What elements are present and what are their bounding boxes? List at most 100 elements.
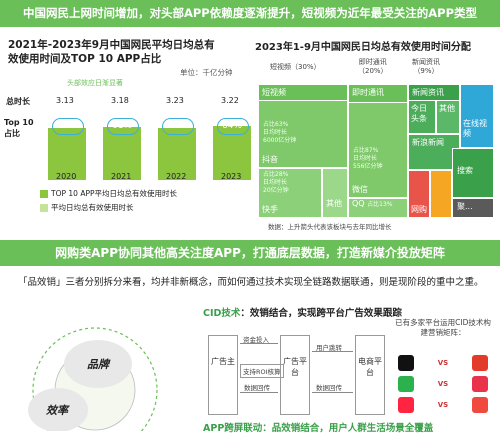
treemap-news-other-label: 其他: [439, 104, 455, 113]
treemap-short-video-label: 短视频: [262, 88, 286, 97]
logo-row-2: VS: [398, 376, 488, 392]
treemap-search-label: 搜索: [457, 166, 473, 175]
treemap-news-other: 其他: [436, 100, 460, 134]
pct-oval-2021: [107, 118, 139, 135]
treemap-search: 搜索: [452, 148, 494, 198]
arrow-fund: [240, 343, 278, 344]
treemap-source: 数据：上升箭头代表该板块与去年同比增长: [268, 223, 392, 231]
treemap-netgame: 网购: [408, 170, 430, 218]
bar-2021: [103, 127, 141, 180]
pct-oval-2022: [162, 118, 194, 135]
vs-label-3: VS: [437, 401, 449, 409]
vs-label-2: VS: [437, 380, 449, 388]
bar-2022: [158, 128, 196, 180]
cid-title-label: CID技术: [203, 308, 241, 319]
platform-logos: VS VS VS: [398, 355, 488, 413]
treemap-toutiao: 今日头条: [408, 100, 436, 134]
treemap-wechat-sub: 占比87% 日均时长 556亿分钟: [353, 147, 383, 170]
flow-return2: 数据回传: [316, 384, 342, 392]
bar-2023: [213, 126, 251, 180]
treemap-qq-sub: 占比13%: [367, 201, 393, 208]
logo-row-1: VS: [398, 355, 488, 371]
treemap-douyin-label: 抖音: [262, 155, 278, 164]
year-label-2023: 2023: [221, 172, 242, 181]
callout-short-video: 短视频（30%）: [270, 63, 321, 71]
treemap-more: 聚...: [452, 198, 494, 218]
right-chart-title: 2023年1-9月中国网民日均总有效使用时间分配: [255, 42, 471, 53]
left-chart-unit: 单位：千亿分钟: [180, 68, 233, 77]
brand-blob: [64, 340, 132, 388]
intro-paragraph: 「品效销」三者分别拆分来看，均并非新概念，而如何通过技术实现全链路数据联通，则是…: [18, 277, 484, 288]
box-ecommerce-label: 电商平台: [358, 357, 382, 377]
treemap-kuaishou-label: 快手: [262, 205, 278, 214]
legend-avg-label: 平均日均总有效使用时长: [51, 203, 134, 212]
douyin-logo-icon: [398, 355, 414, 371]
pct-oval-2020: [52, 118, 84, 135]
box-ecommerce: 电商平台: [355, 335, 385, 415]
vs-label-1: VS: [437, 359, 449, 367]
box-advertiser: 广告主: [208, 335, 238, 415]
treemap-online-video-label: 在线视频: [463, 119, 487, 138]
callout-news: 新闻资讯 （9%）: [412, 58, 440, 75]
treemap-wechat: 占比87% 日均时长 556亿分钟 微信: [348, 102, 408, 198]
treemap-kuaishou-sub: 占比28% 日均时长 20亿分钟: [263, 171, 289, 194]
bottom-section-title: APP跨屏联动：品效销结合，用户人群生活场景全覆盖: [203, 423, 434, 434]
flow-fund: 资金投入: [243, 336, 269, 344]
xiaohongshu-logo-icon: [398, 397, 414, 413]
treemap-sina-label: 新浪新闻: [412, 138, 444, 147]
circle-brand-label: 品牌: [87, 358, 109, 371]
left-chart-subtitle: 头部效应日渐显著: [67, 79, 123, 87]
treemap-more-label: 聚...: [457, 202, 473, 211]
treemap-douyin: 占比63% 日均时长 6000亿分钟 抖音: [258, 100, 348, 168]
arrow-return2: [312, 392, 353, 393]
total-label: 3.13: [56, 96, 74, 105]
treemap-sv-other: 其他: [322, 168, 348, 218]
treemap: 短视频 占比63% 日均时长 6000亿分钟 抖音 占比28% 日均时长 20亿…: [258, 84, 494, 218]
pct-oval-2023: [217, 118, 249, 135]
treemap-wechat-label: 微信: [352, 185, 368, 194]
treemap-im-label: 即时通讯: [352, 88, 384, 97]
effect-blob: [28, 388, 88, 431]
box-platform-label: 广告平台: [283, 357, 307, 377]
arrow-return: [240, 392, 278, 393]
row-label-top10: Top 10 占比: [4, 118, 34, 138]
treemap-toutiao-label: 今日头条: [411, 104, 427, 123]
treemap-news-label: 新闻资讯: [412, 88, 444, 97]
callout-im: 即时通讯 （20%）: [358, 58, 388, 75]
legend-swatch-top10: [40, 190, 48, 198]
treemap-sv-other-label: 其他: [326, 199, 342, 208]
left-chart-title: 2021年-2023年9月中国网民平均日均总有 效使用时间及TOP 10 APP…: [8, 38, 238, 66]
circle-effect-label: 效率: [46, 404, 68, 417]
pct-label-2023: 64%: [221, 121, 242, 131]
treemap-orange: [430, 170, 452, 218]
flow-return: 数据回传: [244, 384, 270, 392]
pct-label-2021: 61%: [111, 121, 132, 131]
year-label-2022: 2022: [166, 172, 187, 181]
treemap-qq: QQ 占比13%: [348, 198, 408, 218]
cid-title-rest: ：效销结合，实现跨平台广告效果跟踪: [240, 308, 402, 319]
treemap-qq-label: QQ: [352, 199, 365, 208]
treemap-douyin-sub: 占比63% 日均时长 6000亿分钟: [263, 121, 297, 144]
wechat-logo-icon: [398, 376, 414, 392]
legend-top10-label: TOP 10 APP平均日均总有效使用时长: [51, 189, 177, 198]
cid-title: CID技术：效销结合，实现跨平台广告效果跟踪: [203, 305, 402, 319]
treemap-online-video: 在线视频: [460, 84, 494, 148]
bar-2020: [48, 128, 86, 180]
pct-label-2020: 60%: [56, 121, 77, 131]
flow-roi: 支持ROI核算: [240, 364, 284, 378]
arrow-user: [312, 351, 353, 352]
total-label: 3.18: [111, 96, 129, 105]
left-chart-title-line1: 2021年-2023年9月中国网民平均日均总有: [8, 39, 215, 51]
row-label-total: 总时长: [6, 97, 30, 106]
top-banner: 中国网民上网时间增加，对头部APP依赖度逐渐提升，短视频为近年最受关注的APP类…: [0, 0, 500, 27]
logo-row-3: VS: [398, 397, 488, 413]
left-chart-title-line2: 效使用时间及TOP 10 APP占比: [8, 53, 162, 65]
outer-ring: [32, 327, 158, 431]
year-label-2021: 2021: [111, 172, 132, 181]
box-advertiser-label: 广告主: [211, 357, 235, 366]
year-label-2020: 2020: [56, 172, 77, 181]
treemap-kuaishou: 占比28% 日均时长 20亿分钟 快手: [258, 168, 322, 218]
pct-label-2022: 60%: [166, 121, 187, 131]
box-platform: 广告平台: [280, 335, 310, 415]
legend-swatch-avg: [40, 204, 48, 212]
